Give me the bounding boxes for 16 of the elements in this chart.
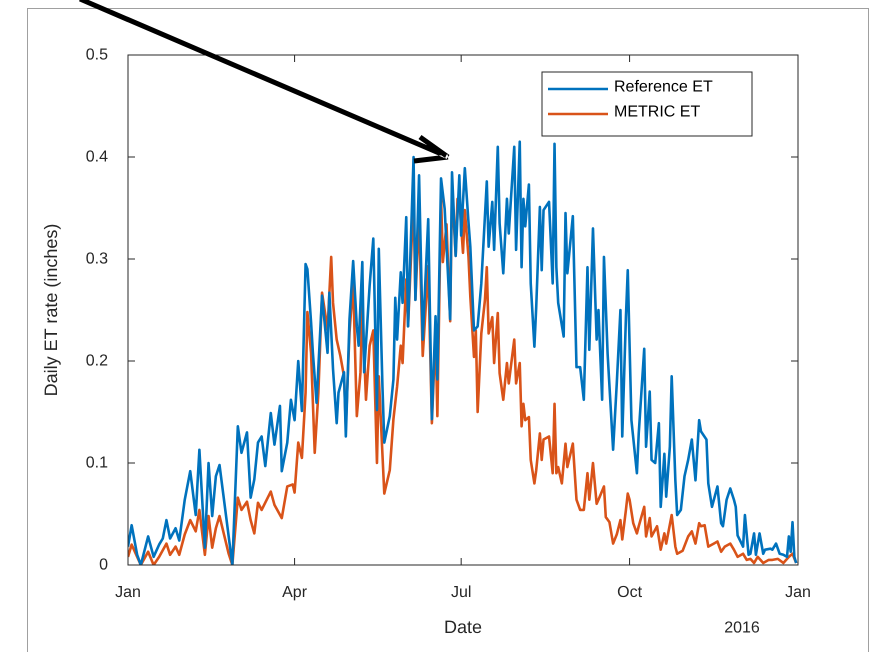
x-tick-label: Oct (617, 584, 643, 602)
y-tick-label: 0.4 (86, 148, 108, 166)
y-axis-title: Daily ET rate (inches) (40, 224, 61, 396)
text: 2016 (724, 619, 760, 636)
y-tick-label: 0 (99, 556, 108, 574)
legend-label: METRIC ET (614, 103, 700, 120)
y-tick-label: 0.2 (86, 352, 108, 370)
y-tick-label: 0.1 (86, 454, 108, 472)
x-tick-label: Jan (785, 584, 811, 602)
x-tick-label: Jan (115, 584, 141, 602)
y-tick-label: 0.5 (86, 46, 108, 64)
legend-label: Reference ET (614, 78, 713, 96)
x-tick-label: Jul (450, 584, 472, 602)
x-axis-title: Date (444, 616, 482, 637)
x-tick-label: Apr (282, 584, 308, 602)
y-tick-label: 0.3 (86, 250, 108, 268)
